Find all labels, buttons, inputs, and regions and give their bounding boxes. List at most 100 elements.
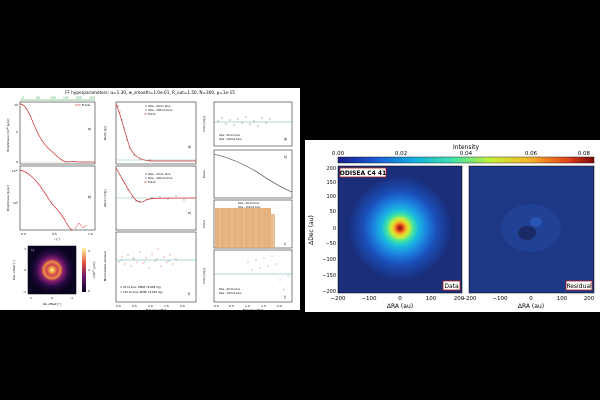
svg-text:RA offset [″]: RA offset [″] xyxy=(43,302,61,306)
vis-legend-20: Obs., 20 kλ bins xyxy=(148,104,171,108)
svg-text:1.0: 1.0 xyxy=(245,304,250,308)
svg-text:150: 150 xyxy=(63,96,69,100)
svg-text:−100: −100 xyxy=(492,296,508,302)
svg-text:Baseline [Mλ]: Baseline [Mλ] xyxy=(243,308,263,312)
svg-text:1: 1 xyxy=(24,247,26,251)
profile-legend: Frank xyxy=(82,103,90,107)
svg-text:5: 5 xyxy=(16,130,18,134)
svg-text:0: 0 xyxy=(88,289,90,293)
svg-text:0.0: 0.0 xyxy=(116,304,121,308)
svg-text:−100: −100 xyxy=(361,296,377,302)
svg-text:1.0: 1.0 xyxy=(88,232,93,236)
data-xlabel: ΔRA (au) xyxy=(387,303,413,310)
svg-text:0.0: 0.0 xyxy=(214,304,219,308)
disk-image xyxy=(348,176,452,280)
svg-text:150: 150 xyxy=(326,180,336,186)
svg-text:Re(V) [mJy]: Re(V) [mJy] xyxy=(103,189,107,206)
intensity-colorbar: Intensity 0.00 0.02 0.04 0.06 0.08 xyxy=(332,144,595,164)
svg-text:0: 0 xyxy=(51,296,53,300)
svg-text:0: 0 xyxy=(333,226,336,232)
data-label: Data xyxy=(444,283,459,290)
power-panel: h) Power xyxy=(202,149,293,199)
svg-text:50: 50 xyxy=(330,209,336,215)
svg-text:1: 1 xyxy=(30,296,32,300)
svg-text:−100: −100 xyxy=(322,257,336,263)
imag-top-panel: Obs., 20 kλ bins Obs., 100 kλ bins g) Im… xyxy=(202,101,293,147)
profile-ylabel: Brightness [10¹⁰ Jy/sr] xyxy=(6,119,10,152)
residual-legend-100: 100 kλ bins, RMSE 14.928 mJy xyxy=(123,290,163,294)
svg-text:Obs., 100 kλ bins: Obs., 100 kλ bins xyxy=(219,137,242,141)
svg-text:200: 200 xyxy=(584,296,595,302)
svg-text:Obs., 100 kλ bins: Obs., 100 kλ bins xyxy=(238,205,261,209)
imag-bottom-panel: Obs., 20 kλ bins Obs., 100 kλ bins j) Im… xyxy=(202,249,293,312)
residual-panel: Residual −200 −100 0 100 200 ΔRA (au) xyxy=(461,165,595,310)
svg-text:Baseline [Mλ]: Baseline [Mλ] xyxy=(146,308,166,312)
svg-text:0.08: 0.08 xyxy=(578,151,591,157)
svg-text:−150: −150 xyxy=(322,273,336,279)
svg-text:Power: Power xyxy=(202,169,206,178)
svg-text:0.5: 0.5 xyxy=(229,304,234,308)
svg-text:-1: -1 xyxy=(70,296,73,300)
svg-text:0: 0 xyxy=(398,296,402,302)
data-ylabel: ΔDec (au) xyxy=(308,215,315,245)
svg-text:0: 0 xyxy=(22,96,24,100)
svg-text:200: 200 xyxy=(326,166,336,172)
profile-linear-panel: Frank a) 10 5 0 Brightness [10¹⁰ Jy/sr] xyxy=(6,101,96,165)
frank-profile-line xyxy=(19,103,95,163)
svg-text:Im(V) [mJy]: Im(V) [mJy] xyxy=(202,116,206,132)
svg-text:0.06: 0.06 xyxy=(525,151,538,157)
svg-text:Im(V) [mJy]: Im(V) [mJy] xyxy=(202,268,206,284)
svg-text:0.04: 0.04 xyxy=(460,151,473,157)
vis-legend-100: Obs., 100 kλ bins xyxy=(148,108,173,112)
svg-text:Frank: Frank xyxy=(148,180,156,184)
visibilities-top-panel: Obs., 20 kλ bins Obs., 100 kλ bins Frank… xyxy=(103,101,197,165)
source-badge xyxy=(339,167,387,178)
svg-text:0.00: 0.00 xyxy=(332,151,345,157)
svg-text:0.5: 0.5 xyxy=(52,232,57,236)
image-colorbar xyxy=(82,248,86,292)
svg-text:Dec offset [″]: Dec offset [″] xyxy=(12,260,16,280)
svg-text:−50: −50 xyxy=(325,241,336,247)
residual-label: Residual xyxy=(566,283,592,290)
svg-text:Brightness [Jy/sr]: Brightness [Jy/sr] xyxy=(6,185,10,211)
left-figure-title: FF hyperparameters: α=1.30, w_smooth=1.0… xyxy=(65,90,235,95)
svg-text:200: 200 xyxy=(454,296,465,302)
svg-text:10¹⁰: 10¹⁰ xyxy=(12,169,19,173)
svg-text:0.5: 0.5 xyxy=(132,304,137,308)
svg-text:100: 100 xyxy=(326,194,336,200)
svg-text:Normalized residual: Normalized residual xyxy=(103,251,107,281)
svg-text:Obs., 100 kλ bins: Obs., 100 kλ bins xyxy=(148,176,173,180)
svg-text:0: 0 xyxy=(16,160,18,164)
svg-text:Re(V) [Jy]: Re(V) [Jy] xyxy=(103,126,107,140)
svg-text:h): h) xyxy=(284,155,287,159)
svg-text:100: 100 xyxy=(50,96,56,100)
svg-text:Obs., 100 kλ bins: Obs., 100 kλ bins xyxy=(219,291,242,295)
vis-legend-frank: Frank xyxy=(148,112,156,116)
svg-text:200: 200 xyxy=(76,96,82,100)
svg-text:0: 0 xyxy=(529,296,533,302)
svg-text:a): a) xyxy=(88,127,91,131)
svg-text:Obs., 20 kλ bins: Obs., 20 kλ bins xyxy=(219,133,241,137)
svg-text:b): b) xyxy=(88,195,91,199)
svg-text:1.5: 1.5 xyxy=(164,304,169,308)
svg-text:2: 2 xyxy=(88,268,90,272)
svg-text:2.0: 2.0 xyxy=(277,304,282,308)
svg-text:50: 50 xyxy=(36,96,40,100)
colorbar-label: Intensity xyxy=(453,144,480,151)
svg-text:0.02: 0.02 xyxy=(395,151,407,157)
svg-text:e): e) xyxy=(188,211,191,215)
visibilities-residual-panel: 20 kλ bins, RMSE 10.698 mJy 100 kλ bins,… xyxy=(103,231,197,312)
svg-text:c): c) xyxy=(31,248,34,252)
svg-text:ODISEA C4 41: ODISEA C4 41 xyxy=(340,170,386,177)
svg-text:10⁹: 10⁹ xyxy=(13,201,19,205)
svg-text:−200: −200 xyxy=(322,289,336,295)
data-panel: ODISEA C4 41 Data 200 150 100 50 0 −50 −… xyxy=(308,165,465,310)
profile-log-panel: b) 10¹⁰ 10⁹ Brightness [Jy/sr] 0.0 0.5 1… xyxy=(6,165,96,241)
svg-text:Obs., 20 kλ bins: Obs., 20 kλ bins xyxy=(219,287,241,291)
svg-text:i): i) xyxy=(284,242,286,246)
svg-text:j): j) xyxy=(283,295,286,299)
model-image-panel: c) 4 2 0 I [10¹⁰ Jy/sr] 1 0 -1 Dec offse… xyxy=(12,245,96,306)
visibilities-mid-panel: Obs., 20 kλ bins Obs., 100 kλ bins Frank… xyxy=(103,165,197,231)
svg-text:−200: −200 xyxy=(330,296,346,302)
svg-text:1.5: 1.5 xyxy=(261,304,266,308)
